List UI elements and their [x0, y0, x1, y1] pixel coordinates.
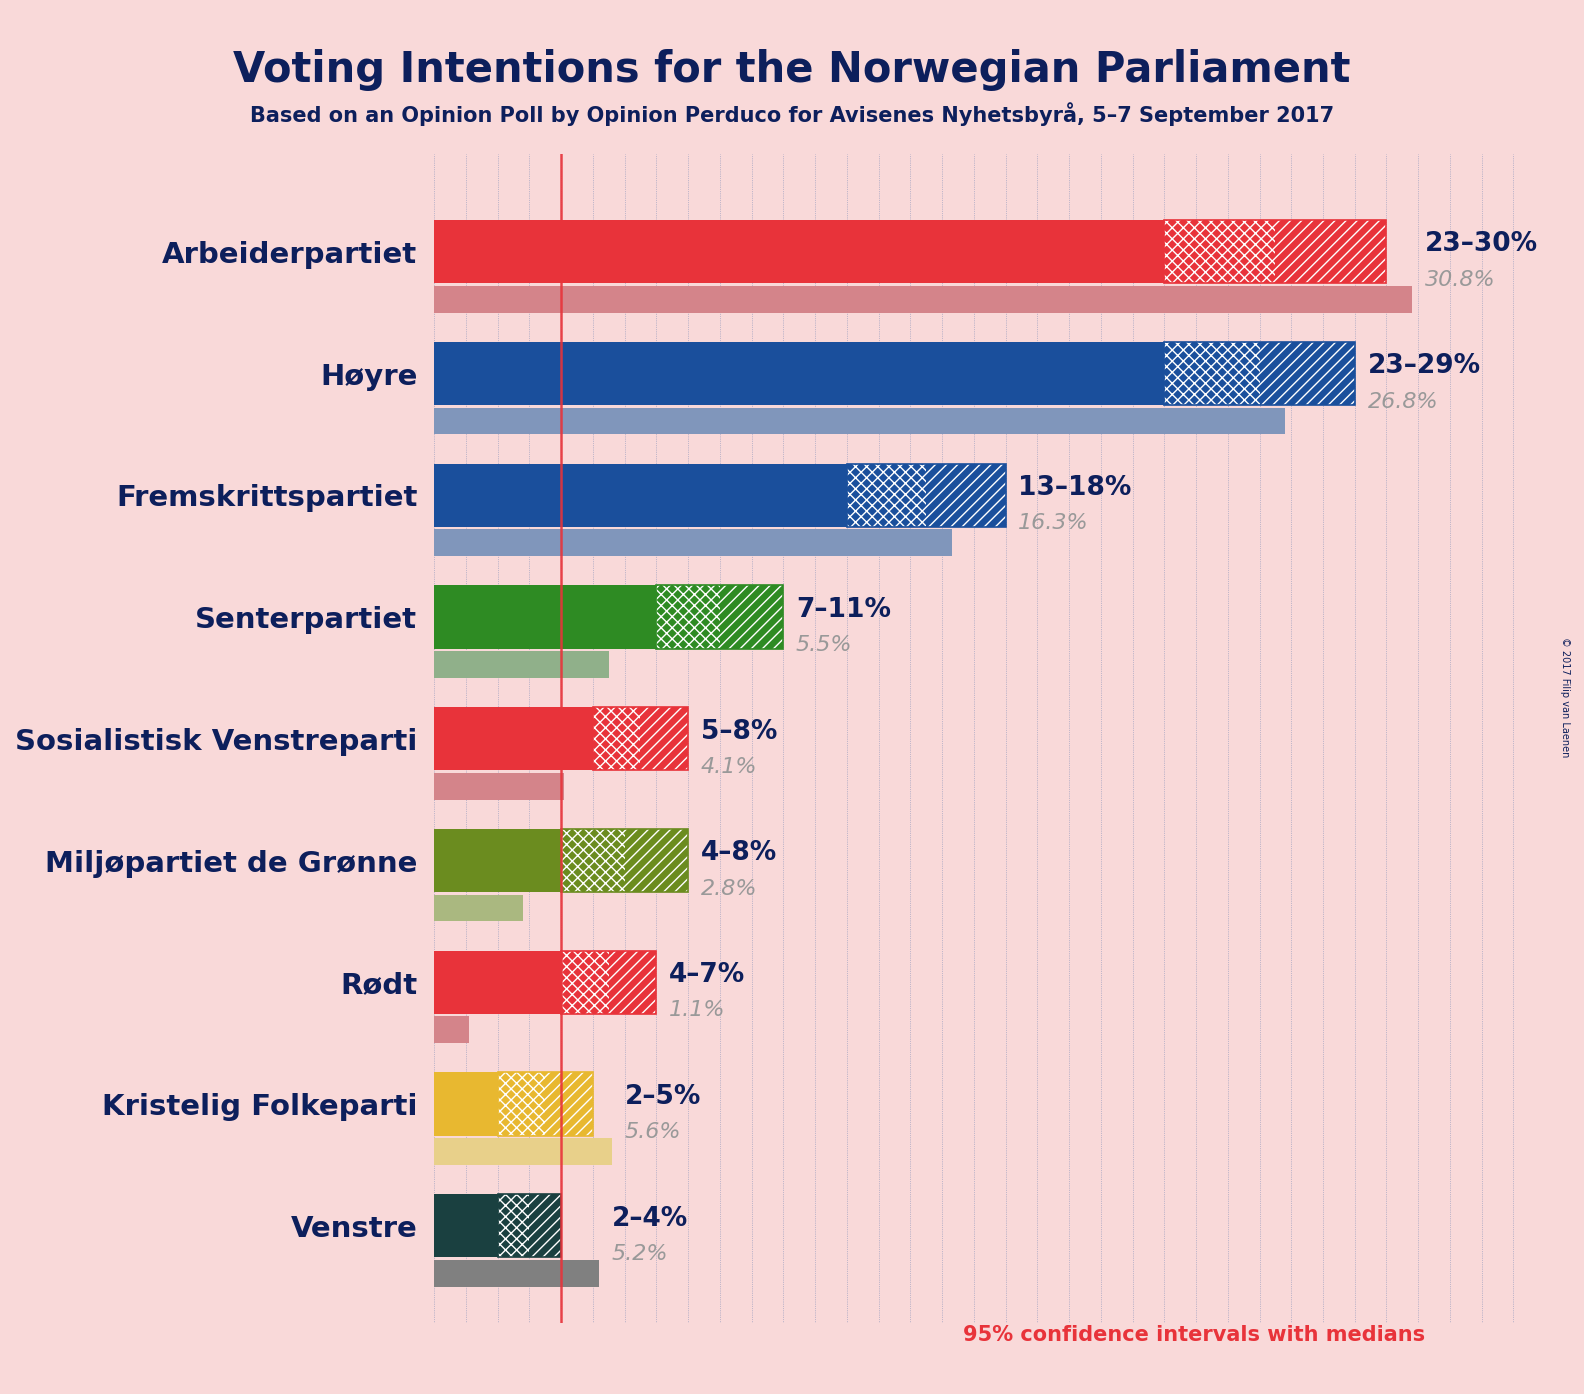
Bar — [434, 1016, 469, 1043]
Text: Voting Intentions for the Norwegian Parliament: Voting Intentions for the Norwegian Parl… — [233, 49, 1351, 91]
Text: 2–5%: 2–5% — [624, 1083, 700, 1110]
Text: 26.8%: 26.8% — [1367, 392, 1438, 411]
Bar — [434, 1195, 497, 1257]
Text: 5–8%: 5–8% — [700, 718, 778, 744]
Text: 95% confidence intervals with medians: 95% confidence intervals with medians — [963, 1326, 1426, 1345]
Bar — [434, 651, 608, 677]
Bar — [434, 220, 1164, 283]
Text: 23–30%: 23–30% — [1424, 231, 1538, 258]
Text: 5.2%: 5.2% — [611, 1243, 668, 1264]
Text: 7–11%: 7–11% — [797, 597, 890, 623]
Bar — [545, 1072, 592, 1136]
Bar — [561, 951, 608, 1013]
Text: 4–7%: 4–7% — [668, 962, 744, 988]
Bar — [608, 951, 656, 1013]
Text: 2–4%: 2–4% — [611, 1206, 687, 1231]
Bar — [592, 707, 640, 771]
Text: © 2017 Filip van Laenen: © 2017 Filip van Laenen — [1560, 637, 1570, 757]
Text: 30.8%: 30.8% — [1424, 270, 1495, 290]
Bar — [434, 342, 1164, 406]
Bar — [624, 829, 687, 892]
Bar — [847, 464, 927, 527]
Bar — [1164, 342, 1259, 406]
Bar — [719, 585, 782, 648]
Text: 5.5%: 5.5% — [797, 636, 852, 655]
Bar — [434, 951, 561, 1013]
Text: 1.1%: 1.1% — [668, 1001, 725, 1020]
Bar — [434, 464, 847, 527]
Text: 5.6%: 5.6% — [624, 1122, 681, 1142]
Text: 23–29%: 23–29% — [1367, 353, 1481, 379]
Bar — [434, 1072, 497, 1136]
Text: 4.1%: 4.1% — [700, 757, 757, 776]
Bar — [434, 1260, 599, 1287]
Bar — [434, 707, 592, 771]
Text: 16.3%: 16.3% — [1019, 513, 1088, 534]
Bar — [434, 772, 564, 800]
Bar — [434, 895, 523, 921]
Text: 13–18%: 13–18% — [1019, 475, 1131, 500]
Text: 2.8%: 2.8% — [700, 878, 757, 899]
Text: 4–8%: 4–8% — [700, 841, 778, 866]
Bar — [1275, 220, 1386, 283]
Bar — [497, 1195, 529, 1257]
Bar — [1164, 220, 1275, 283]
Bar — [656, 585, 719, 648]
Bar — [434, 407, 1285, 435]
Bar — [927, 464, 1006, 527]
Bar — [640, 707, 687, 771]
Bar — [434, 829, 561, 892]
Bar — [529, 1195, 561, 1257]
Bar — [434, 286, 1411, 312]
Bar — [1259, 342, 1354, 406]
Text: Based on an Opinion Poll by Opinion Perduco for Avisenes Nyhetsbyrå, 5–7 Septemb: Based on an Opinion Poll by Opinion Perd… — [250, 102, 1334, 125]
Bar — [434, 530, 952, 556]
Bar — [434, 1138, 611, 1165]
Bar — [497, 1072, 545, 1136]
Bar — [561, 829, 624, 892]
Bar — [434, 585, 656, 648]
